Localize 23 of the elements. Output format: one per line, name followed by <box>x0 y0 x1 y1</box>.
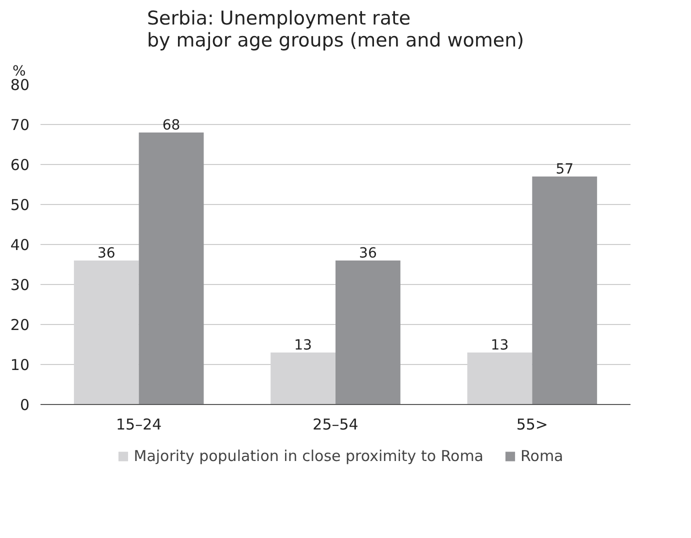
y-tick-label: 20 <box>10 316 30 334</box>
y-tick-label: 40 <box>10 236 30 254</box>
data-label: 36 <box>359 246 377 262</box>
bar <box>138 132 204 404</box>
bar <box>336 260 400 404</box>
legend-label: Majority population in close proximity to Roma <box>134 447 484 465</box>
data-label: 36 <box>97 246 116 262</box>
data-label: 68 <box>162 118 180 134</box>
chart-title: Serbia: Unemployment rate by major age groups (men and women) <box>146 8 524 52</box>
data-label: 57 <box>556 162 574 178</box>
y-tick-label: 30 <box>10 276 30 294</box>
x-tick-label: 55> <box>516 416 548 434</box>
y-tick-label: 70 <box>10 116 30 134</box>
data-label: 13 <box>490 338 509 354</box>
bar <box>532 176 598 404</box>
y-tick-label: 10 <box>10 356 30 374</box>
x-tick-label: 15–24 <box>116 416 162 434</box>
data-label: 13 <box>294 338 312 354</box>
legend-label: Roma <box>520 447 564 465</box>
x-tick-label: 25–54 <box>312 416 358 434</box>
y-tick-label: 50 <box>10 196 30 214</box>
y-tick-label: 60 <box>10 156 30 174</box>
y-tick-label: 0 <box>20 396 30 414</box>
